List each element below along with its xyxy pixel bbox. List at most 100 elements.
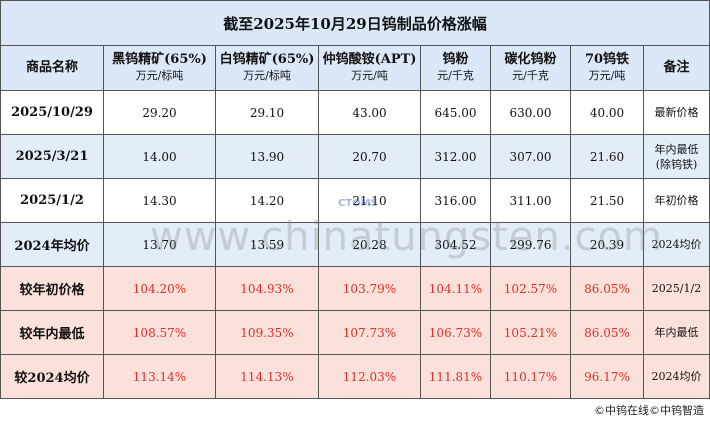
value-cell: 114.13% (215, 354, 319, 399)
table-body: 截至2025年10月29日钨制品价格涨幅 商品名称 黑钨精矿(65%) 万元/标吨白… (0, 0, 710, 399)
note-line: 2024均价 (651, 238, 702, 251)
value-cell: 109.35% (215, 310, 319, 355)
value-cell: 307.00 (490, 134, 571, 179)
header-unit: 万元/标吨 (243, 69, 291, 82)
value-cell: 304.52 (420, 222, 491, 267)
row-label: 2025/1/2 (0, 178, 104, 223)
value-cell: 299.76 (490, 222, 571, 267)
header-name: 70钨铁 (584, 52, 630, 67)
value-cell: 21.10 (318, 178, 421, 223)
note-line: 年初价格 (654, 194, 699, 207)
value-cell: 21.60 (570, 134, 644, 179)
header-unit: 元/千克 (512, 69, 549, 82)
value-cell: 40.00 (570, 90, 644, 135)
value-cell: 105.21% (490, 310, 571, 355)
note-cell: 2025/1/2 (643, 266, 710, 311)
note-line: (除钨铁) (655, 157, 698, 171)
logo: CTOMS (338, 198, 378, 209)
header-unit: 元/千克 (437, 69, 474, 82)
value-cell: 113.14% (103, 354, 216, 399)
header-unit: 万元/标吨 (135, 69, 184, 82)
header-name: 碳化钨粉 (504, 52, 557, 67)
header-name: 仲钨酸铵(APT) (322, 52, 417, 67)
header-cell: 钨粉元/千克 (420, 45, 491, 91)
value-cell: 21.50 (570, 178, 644, 223)
price-table: 截至2025年10月29日钨制品价格涨幅 商品名称 黑钨精矿(65%) 万元/标吨白… (0, 0, 710, 399)
note-cell: 2024均价 (643, 222, 710, 267)
value-cell: 14.30 (103, 178, 216, 223)
data-row: 2025/10/29 29.20 29.10 43.00 645.00 630.00 40.… (0, 90, 710, 135)
value-cell: 104.93% (215, 266, 319, 311)
data-row: 较年内最低 108.57% 109.35% 107.73% 106.73% 105.21%… (0, 310, 710, 355)
value-cell: 312.00 (420, 134, 491, 179)
data-row: 2025/3/21 14.00 13.90 20.70 312.00 307.00 21.6… (0, 134, 710, 179)
row-label: 较2024均价 (0, 354, 104, 399)
row-label: 2024年均价 (0, 222, 104, 267)
header-name: 商品名称 (25, 60, 78, 75)
value-cell: 106.73% (420, 310, 491, 355)
header-cell: 仲钨酸铵(APT) 万元/吨 (318, 45, 421, 91)
data-row: 2025/1/2 14.30 14.20 21.10 316.00 311.00 21.50… (0, 178, 710, 223)
header-unit: 万元/吨 (351, 69, 388, 82)
value-cell: 108.57% (103, 310, 216, 355)
title-row: 截至2025年10月29日钨制品价格涨幅 (0, 0, 710, 46)
row-label: 2025/3/21 (0, 134, 104, 179)
note-line: 2025/1/2 (651, 282, 702, 295)
header-name: 黑钨精矿(65%) (112, 52, 207, 67)
value-cell: 104.11% (420, 266, 491, 311)
header-cell: 70钨铁万元/吨 (570, 45, 644, 91)
row-label: 较年内最低 (0, 310, 104, 355)
value-cell: 86.05% (570, 310, 644, 355)
note-line: 年内最低 (654, 326, 699, 339)
value-cell: 29.20 (103, 90, 216, 135)
header-cell: 备注 (643, 45, 710, 91)
value-cell: 13.90 (215, 134, 319, 179)
note-cell: 2024均价 (643, 354, 710, 399)
note-cell: 年初价格 (643, 178, 710, 223)
value-cell: 96.17% (570, 354, 644, 399)
value-cell: 316.00 (420, 178, 491, 223)
value-cell: 102.57% (490, 266, 571, 311)
value-cell: 645.00 (420, 90, 491, 135)
header-cell: 黑钨精矿(65%) 万元/标吨 (103, 45, 216, 91)
note-cell: 年内最低 (除钨铁) (643, 134, 710, 179)
value-cell: 20.28 (318, 222, 421, 267)
value-cell: 104.20% (103, 266, 216, 311)
data-row: 较年初价格 104.20% 104.93% 103.79% 104.11% 102.57%… (0, 266, 710, 311)
value-cell: 110.17% (490, 354, 571, 399)
footer: ©中钨在线©中钨智造 (594, 404, 704, 417)
header-name: 钨粉 (442, 52, 469, 67)
value-cell: 630.00 (490, 90, 571, 135)
data-row: 2024年均价 13.70 13.59 20.28 304.52 299.76 20.39 2… (0, 222, 710, 267)
note-line: 年内最低 (654, 142, 699, 156)
header-name: 备注 (663, 60, 690, 75)
header-unit: 万元/吨 (588, 69, 626, 82)
value-cell: 103.79% (318, 266, 421, 311)
note-line: 最新价格 (654, 106, 699, 119)
header-row: 商品名称 黑钨精矿(65%) 万元/标吨 白钨精矿(65%) 万元/标吨 仲钨酸铵(APT… (0, 45, 710, 91)
header-cell: 碳化钨粉元/千克 (490, 45, 571, 91)
value-cell: 111.81% (420, 354, 491, 399)
note-cell: 年内最低 (643, 310, 710, 355)
value-cell: 20.70 (318, 134, 421, 179)
value-cell: 112.03% (318, 354, 421, 399)
watermark: www.chinatungsten.com (150, 214, 663, 260)
value-cell: 43.00 (318, 90, 421, 135)
row-label: 较年初价格 (0, 266, 104, 311)
header-name: 白钨精矿(65%) (219, 52, 315, 67)
value-cell: 14.20 (215, 178, 319, 223)
header-cell: 商品名称 (0, 45, 104, 91)
value-cell: 13.59 (215, 222, 319, 267)
header-cell: 白钨精矿(65%) 万元/标吨 (215, 45, 319, 91)
data-row: 较2024均价 113.14% 114.13% 112.03% 111.81% 110.1… (0, 354, 710, 399)
value-cell: 107.73% (318, 310, 421, 355)
value-cell: 311.00 (490, 178, 571, 223)
value-cell: 29.10 (215, 90, 319, 135)
value-cell: 14.00 (103, 134, 216, 179)
value-cell: 86.05% (570, 266, 644, 311)
note-line: 2024均价 (651, 370, 702, 383)
row-label: 2025/10/29 (0, 90, 104, 135)
table-title: 截至2025年10月29日钨制品价格涨幅 (0, 0, 710, 46)
note-cell: 最新价格 (643, 90, 710, 135)
